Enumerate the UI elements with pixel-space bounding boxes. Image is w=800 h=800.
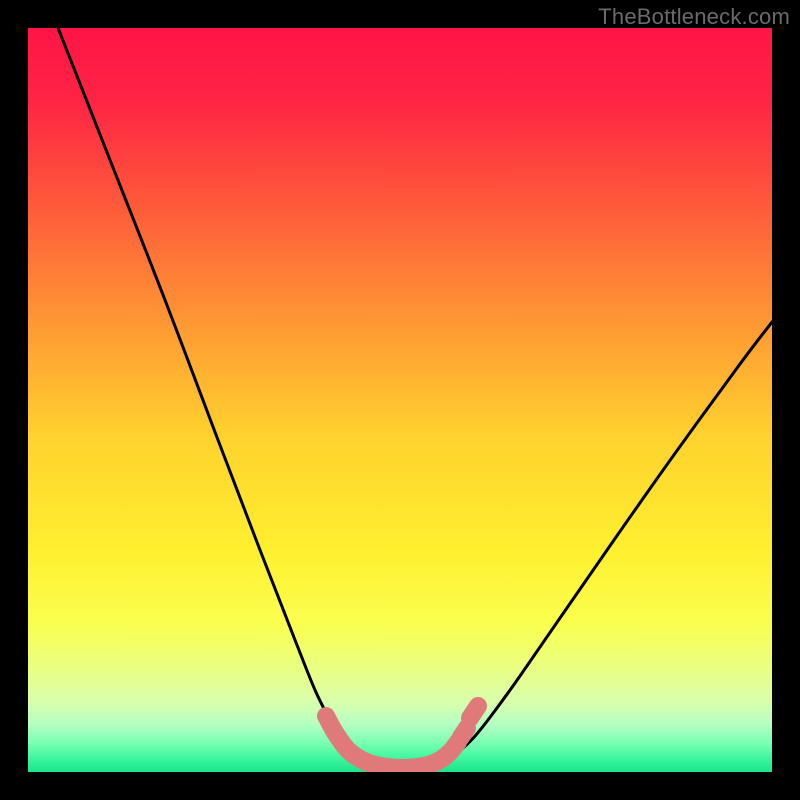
watermark-text: TheBottleneck.com (598, 4, 790, 30)
bottleneck-curve-chart (0, 0, 800, 800)
chart-gradient-bg (28, 28, 772, 772)
